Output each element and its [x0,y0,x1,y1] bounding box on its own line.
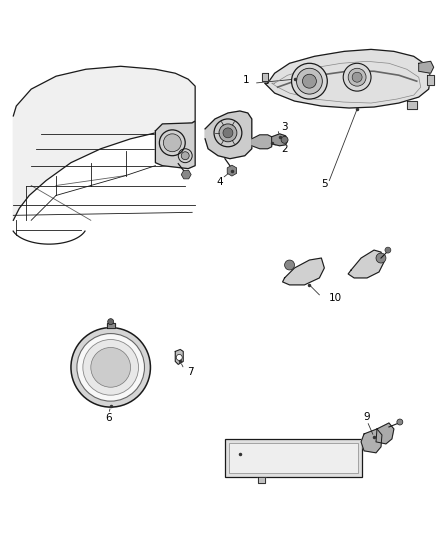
Circle shape [77,334,145,401]
Text: 9: 9 [364,412,371,422]
Polygon shape [427,75,434,85]
Polygon shape [283,258,324,285]
Circle shape [303,74,316,88]
Circle shape [352,72,362,82]
Polygon shape [227,165,237,176]
Text: 8: 8 [233,457,240,467]
Polygon shape [258,477,265,482]
Circle shape [83,340,138,395]
Circle shape [91,348,131,387]
Polygon shape [407,101,417,109]
Circle shape [397,419,403,425]
Polygon shape [181,170,191,179]
Circle shape [297,68,322,94]
Text: 10: 10 [329,293,343,303]
Text: 1: 1 [243,75,250,85]
Polygon shape [262,73,268,81]
Polygon shape [419,61,434,73]
Circle shape [343,63,371,91]
Circle shape [385,247,391,253]
Circle shape [223,128,233,138]
Polygon shape [13,66,195,220]
Polygon shape [376,423,394,444]
Circle shape [219,124,237,142]
Polygon shape [205,111,252,159]
Polygon shape [348,250,384,278]
Circle shape [181,152,189,160]
Polygon shape [252,135,272,149]
Circle shape [348,68,366,86]
Text: 5: 5 [321,179,328,189]
Circle shape [285,260,294,270]
Polygon shape [265,50,431,108]
Circle shape [163,134,181,152]
FancyBboxPatch shape [225,439,362,477]
Polygon shape [155,121,195,168]
Circle shape [376,253,386,263]
Text: 4: 4 [217,176,223,187]
Text: 6: 6 [106,413,112,423]
Circle shape [281,136,288,143]
Polygon shape [272,134,288,146]
Text: 3: 3 [282,122,288,132]
FancyBboxPatch shape [229,443,358,473]
Polygon shape [361,429,382,453]
Text: 7: 7 [187,367,194,377]
Polygon shape [107,322,115,328]
Circle shape [176,354,182,360]
Circle shape [71,328,150,407]
Circle shape [292,63,327,99]
Circle shape [108,319,114,325]
Polygon shape [175,350,183,365]
Text: 2: 2 [282,144,288,154]
